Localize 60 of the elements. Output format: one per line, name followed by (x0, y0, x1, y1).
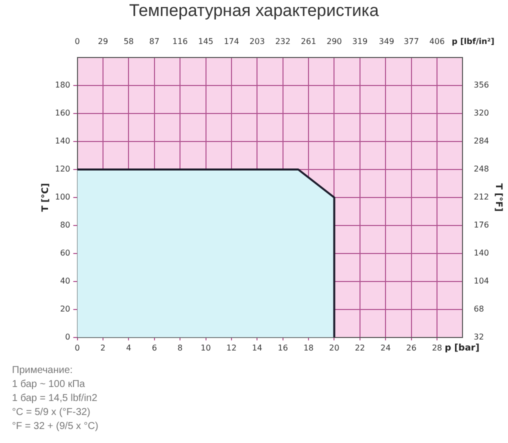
x-tick-label: 4 (126, 343, 132, 352)
y-tick-label: 120 (54, 164, 70, 174)
x-tick-label: 2 (100, 343, 106, 352)
y-tick-label: 20 (60, 304, 70, 314)
y2-tick-label: 248 (474, 164, 490, 174)
y-tick-label: 0 (65, 332, 70, 342)
x-tick-label: 22 (354, 343, 366, 352)
y-axis-title: T [°C] (40, 183, 51, 212)
y2-tick-label: 68 (474, 304, 484, 314)
x-axis-title: p [bar] (444, 343, 480, 354)
x2-axis-title: p [lbf/in²] (452, 37, 494, 46)
x-tick-label: 0 (74, 343, 80, 352)
x-tick-label: 26 (406, 343, 416, 352)
text: 1 бар = 14,5 lbf/in2 (12, 392, 98, 406)
x-tick-label: 16 (278, 343, 288, 352)
y-tick-label: 140 (54, 136, 70, 146)
x2-tick-label: 58 (124, 36, 134, 46)
y-tick-label: 100 (54, 192, 70, 202)
y-tick-label: 180 (54, 80, 70, 90)
x2-tick-label: 406 (429, 36, 445, 46)
x2-tick-label: 261 (300, 36, 316, 46)
y2-tick-label: 176 (474, 220, 490, 230)
x2-tick-label: 377 (404, 36, 419, 46)
x-tick-label: 8 (178, 343, 183, 352)
x2-tick-label: 290 (326, 36, 342, 46)
text: 1 бар ~ 100 кПа (12, 378, 86, 392)
y2-tick-label: 284 (474, 136, 490, 146)
text: °F = 32 + (9/5 x °C) (12, 420, 98, 434)
y2-tick-label: 356 (474, 80, 490, 90)
x2-tick-label: 203 (250, 36, 265, 46)
chart-title: Температурная характеристика (128, 0, 380, 22)
x-tick-label: 14 (252, 343, 262, 352)
x2-tick-label: 29 (98, 36, 108, 46)
y2-tick-label: 140 (474, 248, 490, 258)
x2-tick-label: 87 (149, 36, 160, 46)
x-tick-label: 24 (380, 343, 391, 352)
x2-tick-label: 232 (275, 36, 290, 46)
x-tick-label: 28 (432, 343, 442, 352)
x-tick-label: 6 (152, 343, 157, 352)
x2-tick-label: 0 (74, 36, 80, 46)
text: °C = 5/9 x (°F-32) (12, 406, 92, 420)
y2-tick-label: 32 (474, 332, 484, 342)
x2-tick-label: 319 (352, 36, 368, 46)
y-tick-label: 80 (60, 220, 70, 230)
x-tick-label: 18 (303, 343, 314, 352)
x-tick-label: 10 (200, 343, 211, 352)
y2-tick-label: 212 (474, 192, 490, 202)
text: Примечание: (12, 364, 74, 378)
y-tick-label: 40 (60, 276, 70, 286)
x2-tick-label: 174 (224, 36, 240, 46)
x2-tick-label: 145 (198, 36, 214, 46)
y2-axis-title: T [°F] (493, 183, 504, 212)
x2-tick-label: 116 (172, 36, 188, 46)
x-tick-label: 20 (329, 343, 340, 352)
y2-tick-label: 104 (474, 276, 490, 286)
x2-tick-label: 349 (378, 36, 394, 46)
y-tick-label: 160 (54, 108, 70, 118)
y-tick-label: 60 (60, 248, 70, 258)
y2-tick-label: 320 (474, 108, 490, 118)
x-tick-label: 12 (226, 343, 237, 352)
